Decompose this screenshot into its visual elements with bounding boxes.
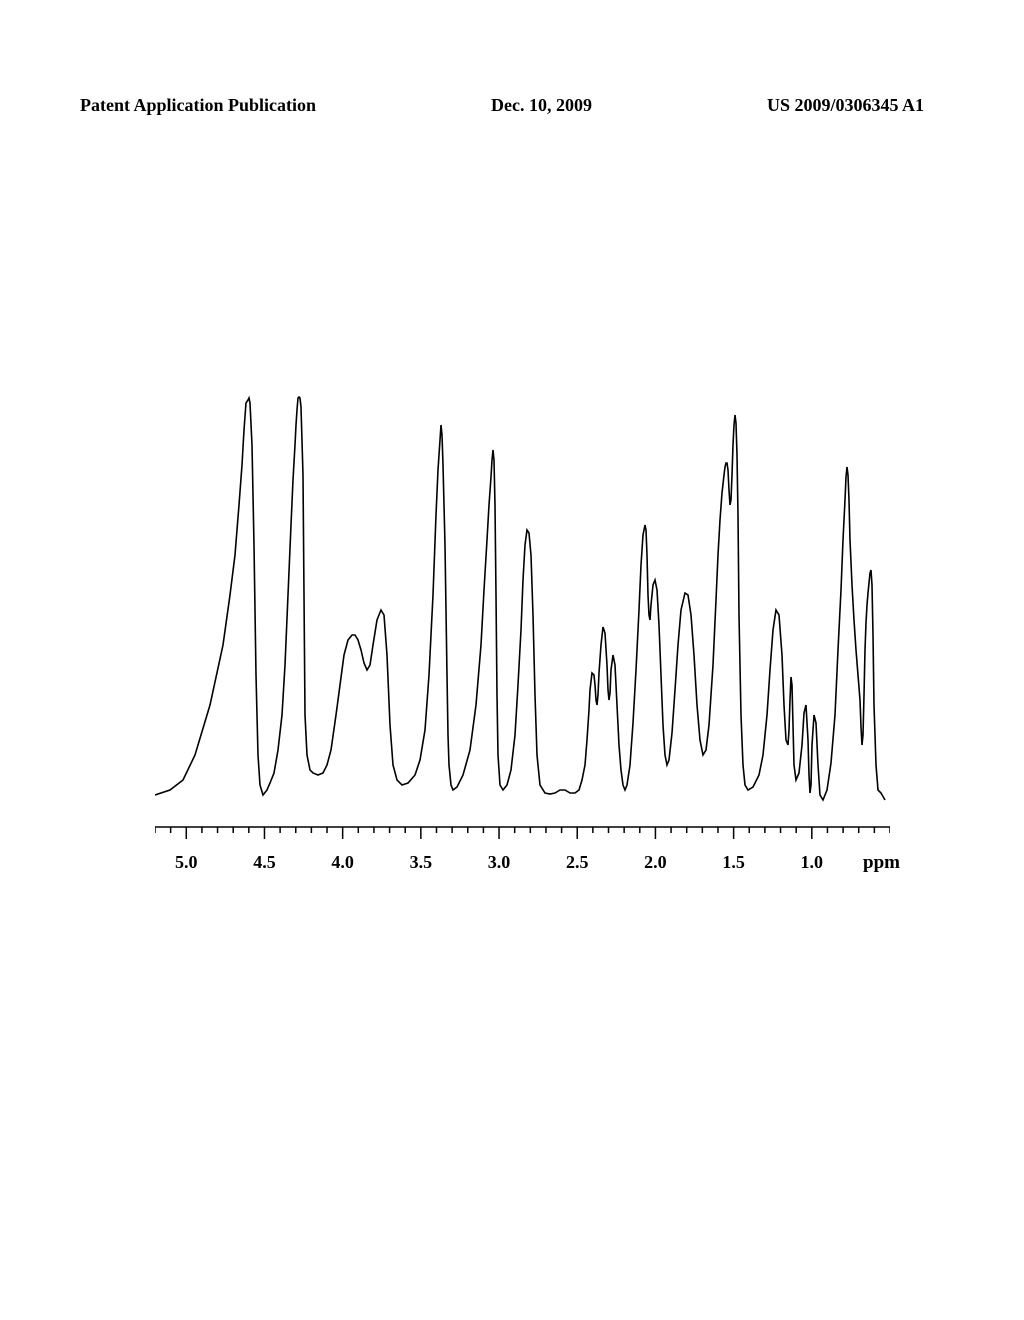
tick-label: 5.0	[175, 852, 198, 873]
tick-labels-row: 5.04.54.03.53.02.52.01.51.0 ppm	[155, 852, 890, 872]
axis-ruler	[155, 825, 890, 845]
tick-label: 3.0	[488, 852, 511, 873]
tick-label: 1.5	[722, 852, 745, 873]
page-header: Patent Application Publication Dec. 10, …	[0, 95, 1024, 116]
publication-number: US 2009/0306345 A1	[767, 95, 924, 116]
axis-unit-label: ppm	[863, 852, 900, 874]
tick-label: 2.0	[644, 852, 667, 873]
tick-label: 4.0	[331, 852, 354, 873]
nmr-spectrum-chart	[155, 395, 890, 825]
spectrum-plot	[155, 395, 890, 825]
tick-label: 3.5	[410, 852, 433, 873]
tick-label: 4.5	[253, 852, 276, 873]
publication-date: Dec. 10, 2009	[491, 95, 592, 116]
spectrum-line	[155, 397, 885, 800]
tick-label: 1.0	[801, 852, 824, 873]
publication-label: Patent Application Publication	[80, 95, 316, 116]
tick-label: 2.5	[566, 852, 589, 873]
x-axis: 5.04.54.03.53.02.52.01.51.0 ppm	[155, 825, 890, 865]
